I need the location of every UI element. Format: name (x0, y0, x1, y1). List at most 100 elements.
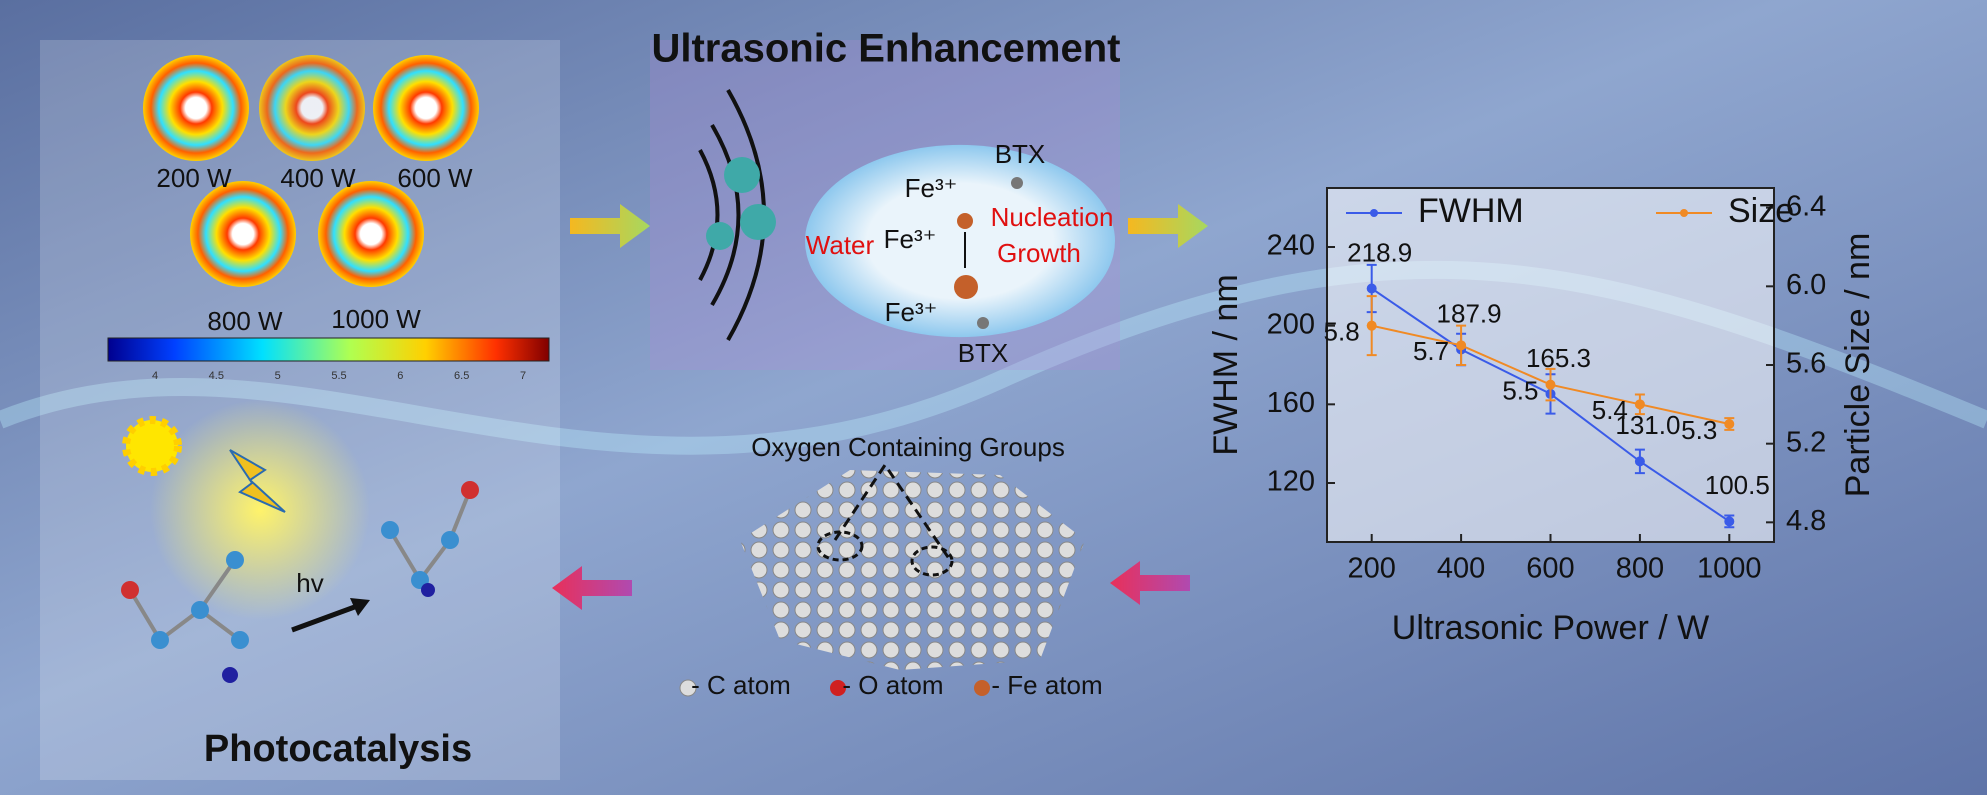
heatmap-label: 400 W (280, 163, 356, 193)
heatmap (318, 181, 424, 287)
arrow (1110, 561, 1190, 605)
point (1366, 283, 1377, 294)
graphene-title: Oxygen Containing Groups (751, 432, 1065, 462)
heatmap-label: 800 W (207, 306, 283, 336)
callout (833, 462, 952, 561)
legend-marker (1680, 209, 1688, 217)
x-tick-label: 400 (1437, 553, 1485, 585)
data-label: 5.3 (1681, 415, 1717, 445)
x-tick-label: 800 (1616, 553, 1664, 585)
legend-label: Size (1728, 192, 1794, 230)
fe-atom (974, 680, 990, 696)
data-label: 5.4 (1592, 395, 1628, 425)
data-label: 5.8 (1324, 317, 1360, 347)
legend-o: - O atom (842, 670, 943, 700)
colorbar (107, 337, 550, 362)
o-atom (830, 680, 846, 696)
colorbar-tick-label: 6.5 (454, 370, 469, 382)
x-tick-label: 600 (1526, 553, 1574, 585)
growth-label: Growth (997, 238, 1081, 268)
data-label: 131.0 (1615, 410, 1680, 440)
plot-area (1327, 188, 1774, 542)
c-atom (679, 679, 697, 697)
colorbar-tick-label: 5 (275, 370, 281, 382)
hv-label: hv (296, 568, 323, 598)
y-axis-label: FWHM / nm (1207, 274, 1245, 455)
colorbar-ticks: 4 4.5 5 5.5 6 6.5 7 (152, 370, 526, 382)
arrows (552, 204, 1208, 610)
btx-label: BTX (958, 338, 1009, 368)
ultrasound-waves (698, 89, 776, 341)
fe-label: Fe³⁺ (884, 224, 937, 254)
y-tick-label: 200 (1267, 308, 1315, 340)
colorbar-tick-label: 6 (397, 370, 403, 382)
x-axis-label: Ultrasonic Power / W (1392, 609, 1709, 647)
point (1634, 456, 1645, 467)
y-tick-label: 160 (1267, 387, 1315, 419)
nucleation-label: Nucleation (991, 202, 1114, 232)
point (1634, 399, 1645, 410)
btx-dot (1011, 177, 1023, 189)
reaction-arrow-head (350, 598, 370, 616)
colorbar-tick-label: 4.5 (209, 370, 224, 382)
heatmap (190, 181, 296, 287)
y2-tick-label: 5.2 (1786, 426, 1826, 458)
data-label: 100.5 (1705, 470, 1770, 500)
callout (816, 530, 864, 562)
heatmap-label: 200 W (156, 163, 232, 193)
y2-axis-label: Particle Size / nm (1839, 233, 1877, 498)
colorbar-tick-label: 7 (520, 370, 526, 382)
particle (954, 275, 978, 299)
bubble (805, 144, 1115, 338)
fe-label: Fe³⁺ (885, 297, 938, 327)
heatmap-label: 600 W (397, 163, 473, 193)
point (1545, 379, 1556, 390)
fe-label: Fe³⁺ (905, 173, 958, 203)
btx-label: BTX (995, 139, 1046, 169)
data-label: 218.9 (1347, 237, 1412, 267)
legend-marker (1370, 209, 1378, 217)
point (1366, 320, 1377, 331)
nucleus (957, 213, 973, 229)
heatmap (373, 55, 479, 161)
y2-tick-label: 4.8 (1786, 505, 1826, 537)
colorbar-tick-label: 5.5 (331, 370, 346, 382)
water-label: Water (806, 230, 875, 260)
photocatalysis-title: Photocatalysis (204, 728, 472, 770)
colorbar-tick-label: 4 (152, 370, 158, 382)
arrow (552, 566, 632, 610)
chart: 200 400 600 800 1000 120 160 200 240 4.8 5.2 5.6 6.0… (1207, 190, 1877, 647)
data-label: 165.3 (1526, 343, 1591, 373)
callout (910, 545, 954, 577)
legend-fe: - Fe atom (991, 670, 1102, 700)
sun (122, 416, 182, 476)
x-tick-label: 200 (1348, 553, 1396, 585)
legend-label: FWHM (1418, 192, 1524, 230)
point (1724, 419, 1735, 429)
heatmaps (143, 55, 479, 287)
heatmap-label: 1000 W (331, 304, 421, 334)
arrow (570, 204, 650, 248)
glow (150, 400, 370, 620)
legend-c: - C atom (691, 670, 791, 700)
graphene-sheet (740, 470, 1085, 670)
btx-dot (977, 317, 989, 329)
point (1724, 516, 1735, 527)
data-label: 5.5 (1502, 376, 1538, 406)
y2-tick-label: 6.0 (1786, 269, 1826, 301)
x-tick-label: 1000 (1697, 553, 1762, 585)
heatmap (259, 55, 365, 161)
y2-tick-label: 6.4 (1786, 190, 1826, 222)
data-label: 187.9 (1437, 298, 1502, 328)
reaction-arrow (291, 602, 361, 633)
y2-tick-label: 5.6 (1786, 348, 1826, 380)
y-tick-label: 120 (1267, 466, 1315, 498)
y-tick-label: 240 (1267, 230, 1315, 262)
molecule-atoms (121, 481, 479, 683)
arrow (1128, 204, 1208, 248)
heatmap (143, 55, 249, 161)
title: Ultrasonic Enhancement (651, 27, 1120, 71)
point (1456, 340, 1467, 351)
data-label: 5.7 (1413, 336, 1449, 366)
